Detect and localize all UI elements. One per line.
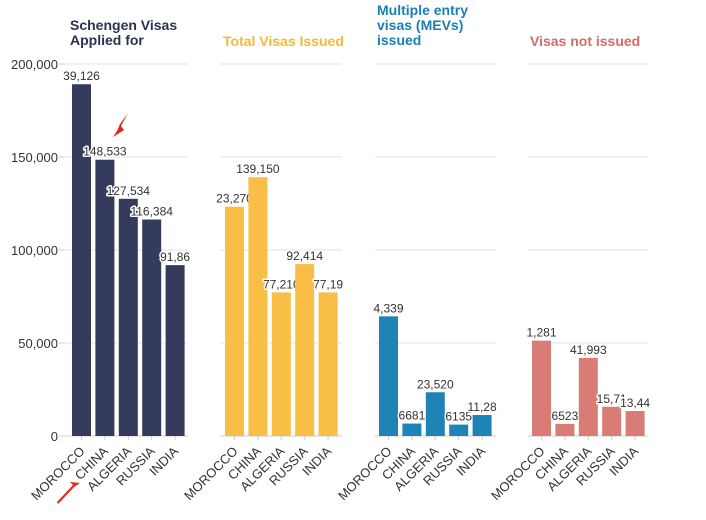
data-label: 77,19 <box>313 277 343 291</box>
bar <box>318 292 338 436</box>
panel-title: Schengen Visas <box>70 17 177 33</box>
data-label: 23,270 <box>216 192 253 206</box>
red-arrow-icon <box>113 113 128 137</box>
bar <box>248 177 268 436</box>
data-label: 92,414 <box>286 249 323 263</box>
bar <box>72 84 91 436</box>
panel-title: Total Visas Issued <box>223 33 344 49</box>
data-label: 6135 <box>445 410 472 424</box>
y-tick-label: 50,000 <box>18 336 58 351</box>
data-label: 39,126 <box>63 69 100 83</box>
data-label: 127,534 <box>107 184 151 198</box>
bar <box>555 423 575 436</box>
bar <box>225 206 244 436</box>
data-label: 11,28 <box>468 400 497 414</box>
y-tick-label: 100,000 <box>11 243 58 258</box>
y-tick-label: 150,000 <box>11 150 58 165</box>
panel-title: Visas not issued <box>530 33 640 49</box>
data-label: 77,210 <box>263 277 300 291</box>
bar <box>142 219 162 436</box>
bar <box>449 424 469 436</box>
bar <box>578 357 598 436</box>
bar <box>379 316 398 436</box>
data-label: 116,384 <box>130 205 173 219</box>
data-label: 41,993 <box>570 343 607 357</box>
bar <box>602 406 622 436</box>
panel-title: issued <box>377 32 421 48</box>
bar <box>625 411 645 436</box>
data-label: 91,86 <box>160 250 190 264</box>
bar <box>271 292 291 436</box>
data-label: 13,44 <box>620 396 650 410</box>
bar <box>472 415 492 436</box>
y-tick-label: 0 <box>51 429 58 444</box>
panel-title: Multiple entry <box>377 2 468 18</box>
data-label: 4,339 <box>373 301 403 315</box>
bar <box>402 423 422 436</box>
bar <box>95 159 115 436</box>
data-label: 1,281 <box>526 326 556 340</box>
bar <box>532 340 551 436</box>
panel-title: Applied for <box>70 32 144 48</box>
y-tick-label: 200,000 <box>11 57 58 72</box>
bar <box>118 198 138 436</box>
bar <box>295 264 315 436</box>
data-label: 148,533 <box>83 145 127 159</box>
data-label: 23,520 <box>417 377 454 391</box>
data-label: 139,150 <box>236 162 280 176</box>
red-arrow-icon <box>57 482 80 504</box>
data-label: 15,71 <box>597 392 627 406</box>
data-label: 6681 <box>399 409 426 423</box>
bar <box>165 265 185 436</box>
data-label: 6523 <box>552 409 579 423</box>
bar <box>425 392 445 436</box>
panel-title: visas (MEVs) <box>377 17 463 33</box>
